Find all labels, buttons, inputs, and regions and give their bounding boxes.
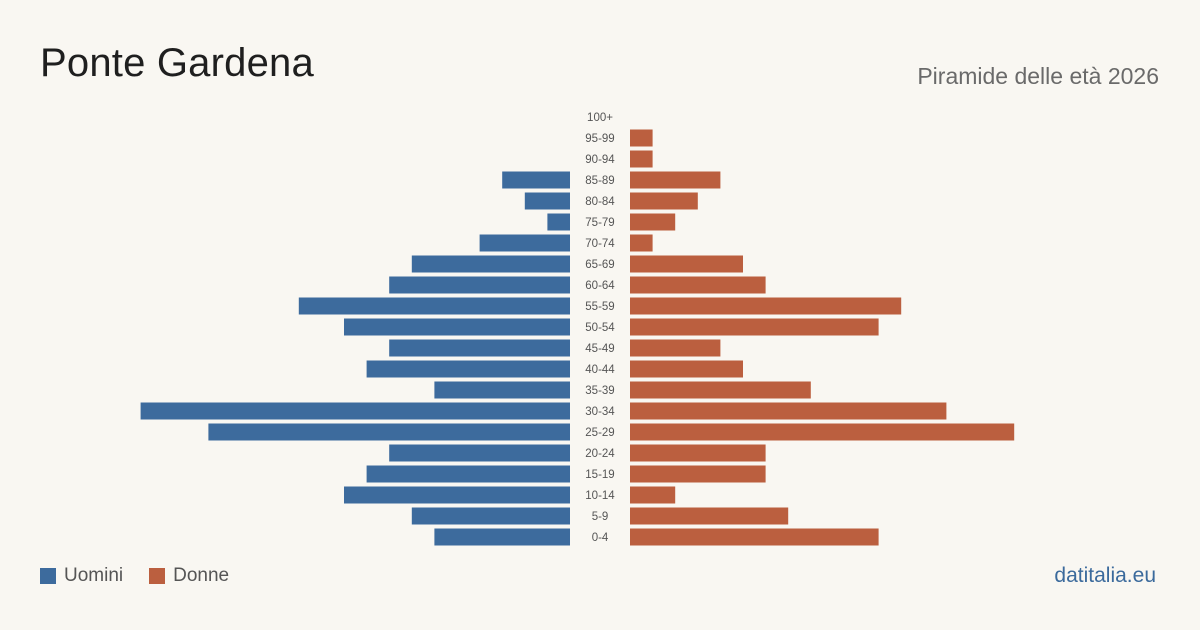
age-label: 15-19: [585, 469, 614, 481]
bar-female-5-9: [630, 507, 789, 525]
bar-female-70-74: [630, 234, 653, 252]
source-link[interactable]: datitalia.eu: [1054, 564, 1156, 587]
bar-female-20-24: [630, 444, 766, 462]
bar-male-85-89: [502, 171, 570, 189]
bar-male-55-59: [298, 297, 570, 315]
bar-female-90-94: [630, 150, 653, 168]
bar-female-95-99: [630, 129, 653, 147]
bar-female-80-84: [630, 192, 698, 210]
bar-male-25-29: [208, 423, 570, 441]
age-label: 85-89: [585, 175, 614, 187]
legend-swatch-female: [149, 568, 166, 584]
bar-female-55-59: [630, 297, 902, 315]
age-label: 55-59: [585, 301, 614, 313]
bar-female-15-19: [630, 465, 766, 483]
age-label: 25-29: [585, 427, 614, 439]
bar-male-65-69: [411, 255, 570, 273]
bar-female-10-14: [630, 486, 676, 504]
bar-male-20-24: [389, 444, 570, 462]
age-label: 30-34: [585, 406, 615, 418]
bar-male-0-4: [434, 528, 570, 546]
legend-item-female: Donne: [149, 565, 229, 587]
age-label: 20-24: [585, 448, 615, 460]
legend: Uomini Donne: [40, 565, 255, 587]
bar-female-60-64: [630, 276, 766, 294]
bar-female-75-79: [630, 213, 676, 231]
age-label: 90-94: [585, 154, 615, 166]
age-label: 10-14: [585, 490, 615, 502]
bar-female-65-69: [630, 255, 743, 273]
bar-male-60-64: [389, 276, 570, 294]
bar-male-75-79: [547, 213, 570, 231]
age-label: 50-54: [585, 322, 615, 334]
age-label: 95-99: [585, 133, 614, 145]
legend-label-male: Uomini: [64, 565, 124, 586]
bar-female-30-34: [630, 402, 947, 420]
bar-male-10-14: [344, 486, 570, 504]
age-label: 45-49: [585, 343, 614, 355]
legend-swatch-male: [40, 568, 56, 584]
age-label: 60-64: [585, 280, 615, 292]
bar-male-15-19: [366, 465, 570, 483]
bar-male-70-74: [479, 234, 570, 252]
bar-male-35-39: [434, 381, 570, 399]
bar-male-30-34: [140, 402, 570, 420]
bar-female-0-4: [630, 528, 879, 546]
age-label: 75-79: [585, 217, 614, 229]
bar-female-45-49: [630, 339, 721, 357]
bar-female-35-39: [630, 381, 811, 399]
bar-female-50-54: [630, 318, 879, 336]
chart-subtitle: Piramide delle età 2026: [917, 63, 1159, 89]
bar-male-80-84: [524, 192, 570, 210]
bar-female-25-29: [630, 423, 1015, 441]
age-label: 65-69: [585, 259, 614, 271]
age-label: 100+: [587, 112, 613, 124]
bar-female-85-89: [630, 171, 721, 189]
age-label: 0-4: [592, 532, 609, 544]
age-label: 35-39: [585, 385, 614, 397]
age-label: 40-44: [585, 364, 615, 376]
chart-title: Ponte Gardena: [40, 41, 314, 85]
bar-female-40-44: [630, 360, 743, 378]
bar-male-40-44: [366, 360, 570, 378]
age-label: 5-9: [592, 511, 609, 523]
bar-male-5-9: [411, 507, 570, 525]
legend-label-female: Donne: [173, 565, 230, 586]
bar-male-50-54: [344, 318, 570, 336]
age-label: 70-74: [585, 238, 615, 250]
age-label: 80-84: [585, 196, 615, 208]
legend-item-male: Uomini: [40, 565, 123, 587]
bar-male-45-49: [389, 339, 570, 357]
